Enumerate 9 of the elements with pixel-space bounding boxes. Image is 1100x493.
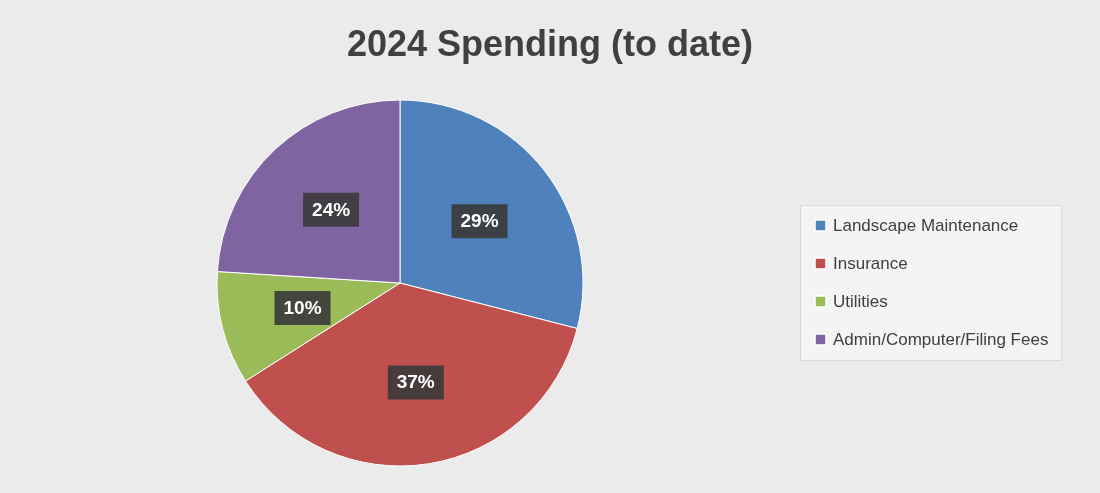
legend-label: Landscape Maintenance [833,215,1019,235]
chart-title: 2024 Spending (to date) [346,23,754,64]
data-label: 24% [312,198,351,220]
data-label: 37% [396,371,435,393]
legend-label: Insurance [833,253,908,273]
legend-label: Admin/Computer/Filing Fees [833,329,1049,349]
data-label: 29% [460,210,499,232]
data-label: 10% [283,297,322,319]
legend-label: Utilities [833,291,888,311]
